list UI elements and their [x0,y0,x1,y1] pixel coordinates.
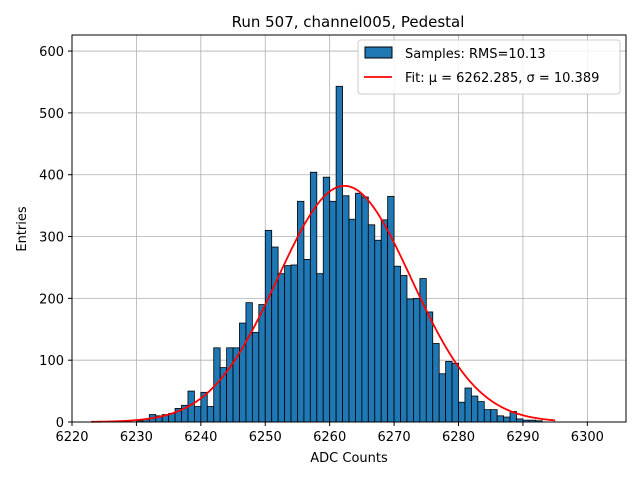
histogram-bar [380,219,389,423]
legend-label-fit: Fit: μ = 6262.285, σ = 10.389 [405,71,599,86]
legend: Samples: RMS=10.13 Fit: μ = 6262.285, σ … [357,39,621,95]
histogram-bar [239,322,247,423]
y-tick-label: 500 [39,107,64,122]
y-tick-label: 0 [56,416,64,431]
histogram-bar [303,259,311,423]
chart-title: Run 507, channel005, Pedestal [232,13,465,31]
x-tick-label: 6220 [55,430,88,445]
y-tick-label: 100 [39,354,64,369]
y-tick-label: 200 [39,292,64,307]
histogram-bar [445,361,453,423]
histogram-bar [277,273,285,423]
x-tick-label: 6280 [442,430,475,445]
histogram-bar [432,343,440,423]
x-tick-label: 6240 [184,430,217,445]
legend-label-samples: Samples: RMS=10.13 [405,47,546,62]
histogram-bar [322,176,331,423]
fit-curve [91,184,556,423]
y-axis-label: Entries [15,206,30,252]
x-tick-label: 6250 [249,430,282,445]
histogram-bar [496,415,505,423]
x-axis-label: ADC Counts [310,451,388,466]
histogram-bar [438,373,447,423]
histogram-bars [136,85,543,423]
histogram-bar [335,85,343,423]
histogram-bar [464,387,472,423]
histogram-bar [290,264,298,423]
histogram-bar [245,302,253,423]
histogram-bar [400,275,408,423]
histogram-bar [342,195,350,423]
x-tick-label: 6290 [506,430,539,445]
histogram-bar [451,362,459,423]
histogram-bar [361,196,369,423]
histogram-bar [316,273,324,423]
histogram-bar [206,406,215,423]
histogram-bar [271,246,279,423]
histogram-bar [387,195,395,423]
histogram-bar [264,229,273,423]
histogram-bar [490,409,498,423]
histogram-bar [367,224,376,423]
histogram-bar [348,218,356,423]
histogram-bar [477,401,485,423]
legend-box [357,39,621,95]
histogram-bar [406,298,414,423]
histogram-bar [413,297,421,423]
histogram-bar [503,416,511,423]
plot-frame [71,34,627,423]
y-tick-label: 400 [39,169,64,184]
histogram-bar [258,304,266,423]
y-axis-ticks: 0 100 200 300 400 500 600 [39,45,72,431]
histogram-bar [470,395,479,423]
histogram-bar [284,265,292,423]
y-tick-label: 600 [39,45,64,60]
histogram-bar [226,347,234,423]
x-tick-label: 6300 [571,430,604,445]
histogram-bar [374,239,382,423]
histogram-bar [458,401,466,423]
x-axis-ticks: 6220 6230 6240 6250 6260 6270 6280 6290 6300 [55,422,604,445]
histogram-bar [483,409,492,423]
histogram-bar [251,331,260,423]
y-tick-label: 300 [39,231,64,246]
histogram-bar [425,311,434,423]
x-tick-label: 6230 [120,430,153,445]
legend-swatch-samples [364,46,393,59]
x-tick-label: 6270 [378,430,411,445]
histogram-bar [393,265,401,423]
histogram-bar [193,406,202,423]
histogram-bar [329,200,337,423]
histogram-bar [355,192,363,423]
x-tick-label: 6260 [313,430,346,445]
